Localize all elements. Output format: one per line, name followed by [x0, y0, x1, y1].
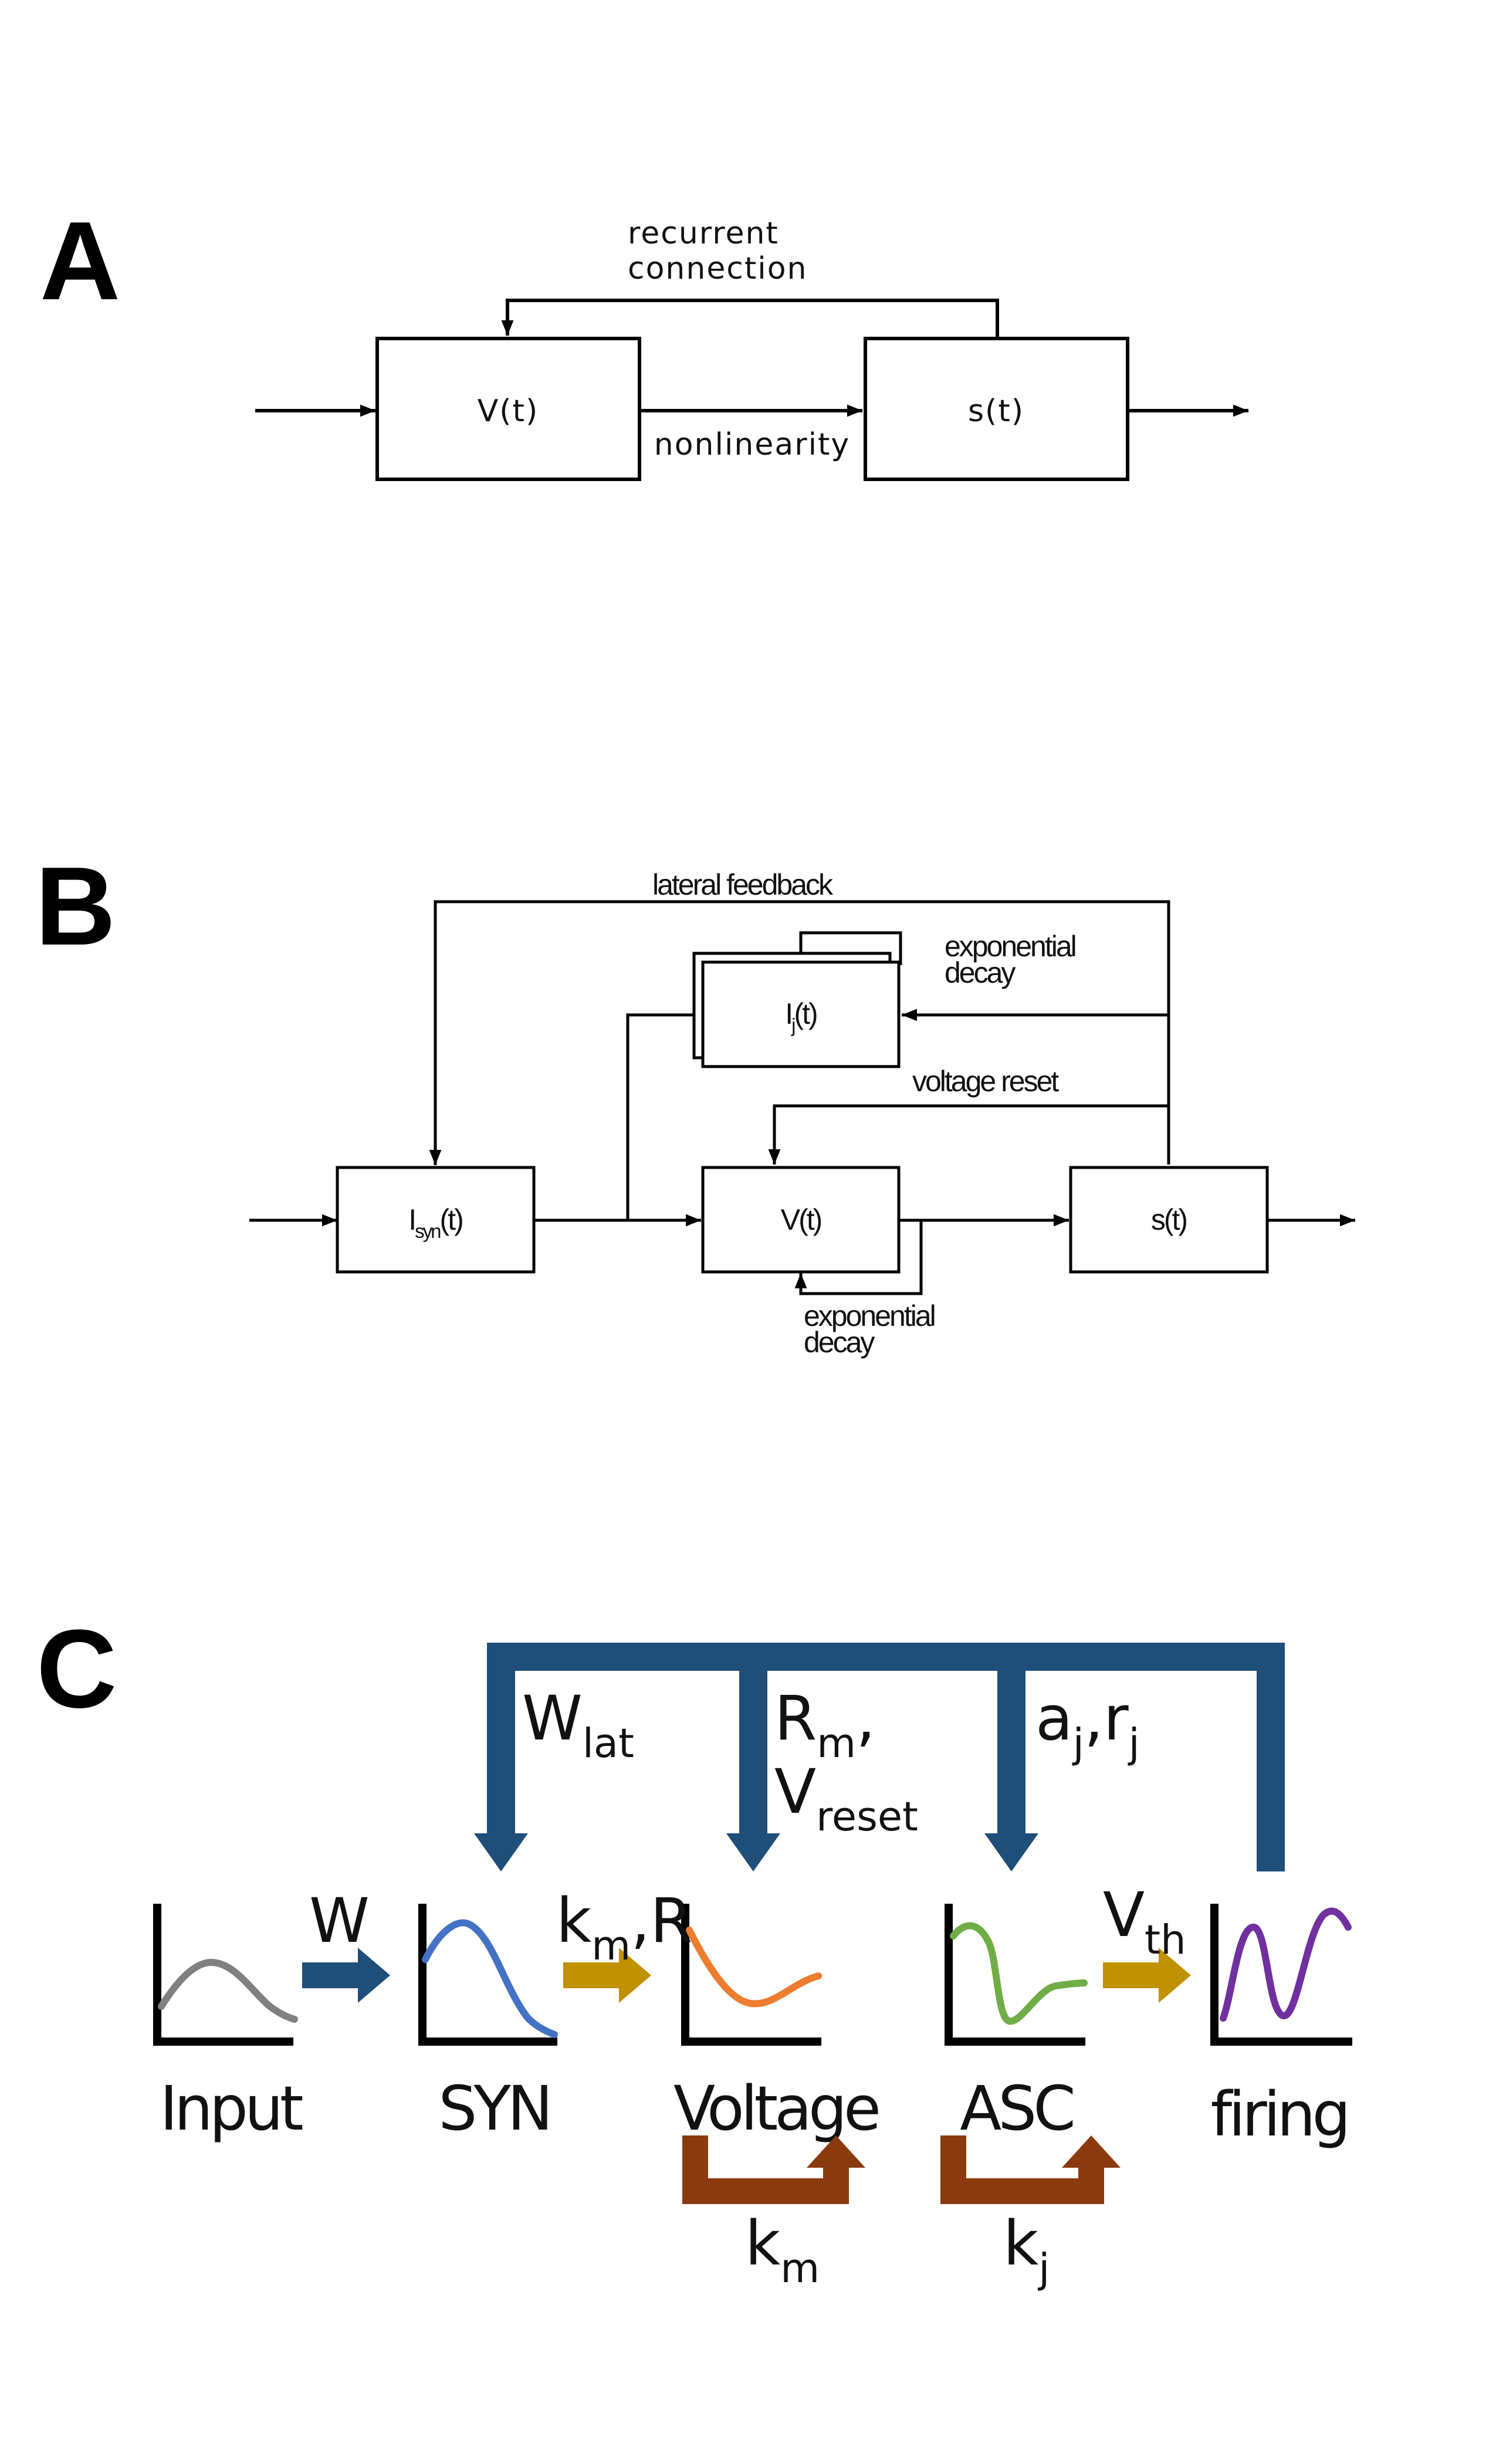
input-plot: [153, 1904, 298, 2046]
forward-arrow-vth-stem: [1103, 1962, 1159, 1988]
panel-b: B lateral feedback Ij(t) exponential dec…: [35, 844, 1355, 1359]
voltage-box-label: V(t): [478, 394, 539, 429]
firing-plot: [1210, 1904, 1352, 2046]
kj-decay-label: kj: [1003, 2208, 1050, 2292]
voltage-decay-label-2: decay: [804, 1326, 875, 1359]
forward-arrow-w-stem: [302, 1962, 358, 1988]
stage-asc-label: ASC: [960, 2073, 1072, 2144]
asc-axes: [945, 1904, 1085, 2046]
b-spike-box: [1069, 1166, 1269, 1274]
asc-curve: [950, 1922, 1088, 2025]
asc-box: [701, 960, 901, 1068]
asc-decay-label-2: decay: [945, 956, 1016, 989]
b-voltage-box-label: V(t): [781, 1203, 821, 1236]
syn-plot: [418, 1904, 558, 2046]
voltage-decay-loop-head: [807, 2135, 865, 2168]
panel-c: C Wlat Rm, Vreset aj,rj: [36, 1607, 1352, 2292]
lateral-feedback-label: lateral feedback: [652, 868, 834, 901]
forward-arrow-km-r-stem: [563, 1962, 619, 1988]
km-decay-label: km: [745, 2208, 820, 2292]
asc-box-label: Ij(t): [785, 997, 817, 1036]
syn-box-label: Isyn(t): [408, 1203, 462, 1242]
stage-syn-label: SYN: [438, 2073, 549, 2144]
syn-box: [336, 1166, 536, 1274]
asc-decay-loop-head: [1062, 2135, 1121, 2168]
stage-voltage-label: Voltage: [673, 2073, 878, 2144]
recurrent-label-line2: connection: [628, 251, 808, 286]
feedback-source-bar: [1257, 1643, 1285, 1871]
lateral-feedback-arrow: [429, 900, 1170, 1165]
nonlinearity-label: nonlinearity: [654, 427, 850, 462]
firing-curve: [1220, 1907, 1352, 2022]
voltage-curve: [686, 1927, 822, 2008]
forward-arrow-km-r: [563, 1948, 651, 2003]
forward-arrow-km-r-head: [619, 1948, 651, 2003]
feedback-to-voltage-stem: [739, 1643, 767, 1833]
voltage-decay-loop-path: [682, 2135, 849, 2204]
feedback-to-syn-head: [474, 1833, 528, 1871]
vth-label: Vth: [1103, 1879, 1186, 1964]
panel-c-letter: C: [36, 1607, 117, 1731]
wlat-label: Wlat: [522, 1683, 634, 1767]
firing-axes: [1210, 1904, 1352, 2046]
stage-input-label: Input: [160, 2073, 303, 2144]
asc-decay-loop-path: [940, 2135, 1104, 2204]
syn-axes: [418, 1904, 557, 2046]
voltage-decay-loop: [682, 2135, 865, 2204]
feedback-to-asc-head: [984, 1833, 1038, 1871]
asc-plot: [945, 1904, 1088, 2046]
b-voltage-box: [701, 1166, 901, 1274]
forward-arrow-w: [302, 1948, 390, 2003]
voltage-reset-arrow: [768, 1104, 1169, 1165]
recurrent-connection-arrow: [501, 299, 999, 337]
asc-to-voltage-line: [626, 1013, 694, 1220]
voltage-reset-label: voltage reset: [912, 1065, 1059, 1098]
feedback-to-syn-stem: [487, 1643, 515, 1833]
forward-arrow-vth: [1103, 1948, 1191, 2003]
aj-rj-label: aj,rj: [1035, 1683, 1140, 1767]
asc-decay-loop: [940, 2135, 1121, 2204]
voltage-axes: [681, 1904, 821, 2046]
w-label: W: [309, 1885, 370, 1957]
spike-box: [864, 337, 1129, 481]
recurrent-label-line1: recurrent: [628, 216, 779, 251]
km-r-label: km,R: [556, 1885, 692, 1969]
asc-decay-arrow: [799, 931, 902, 965]
input-axes: [153, 1904, 293, 2046]
feedback-to-asc-stem: [997, 1643, 1025, 1833]
syn-curve: [422, 1919, 558, 2038]
rm-label: Rm,: [774, 1683, 875, 1767]
asc-decay-label-1: exponential: [945, 930, 1075, 963]
forward-arrow-w-head: [358, 1948, 390, 2003]
input-curve: [158, 1958, 298, 2023]
voltage-plot: [681, 1904, 822, 2046]
b-spike-box-label: s(t): [1151, 1203, 1187, 1236]
stage-firing-label: firing: [1210, 2079, 1347, 2150]
panel-a-letter: A: [40, 199, 120, 323]
voltage-decay-label-1: exponential: [804, 1299, 935, 1332]
vreset-label: Vreset: [774, 1756, 918, 1840]
panel-b-letter: B: [35, 844, 116, 969]
spike-box-label: s(t): [968, 394, 1024, 429]
feedback-top-bar: [487, 1643, 1285, 1671]
panel-a: A recurrent connection V(t) nonlinearity…: [40, 199, 1248, 481]
forward-arrow-vth-head: [1159, 1948, 1191, 2003]
feedback-to-voltage-head: [726, 1833, 780, 1871]
lateral-feedback-frame: [474, 1643, 1285, 1871]
